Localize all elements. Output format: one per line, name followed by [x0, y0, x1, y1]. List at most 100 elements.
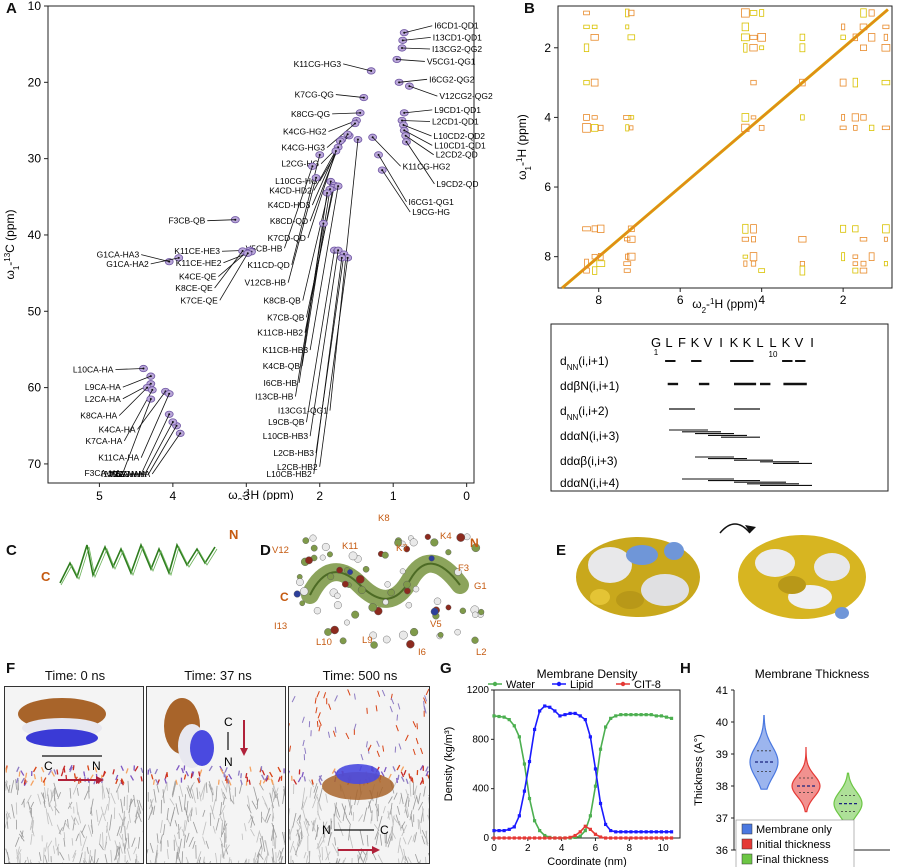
data-point-cit-8	[517, 836, 521, 840]
lipid-tail	[185, 856, 189, 863]
lipid-tail	[224, 824, 227, 839]
cross-peak	[841, 23, 846, 31]
axis-label: ω1-13C (ppm)	[3, 209, 21, 279]
atom-sphere	[357, 585, 366, 595]
peak-leader-line	[287, 177, 317, 283]
residue-index-10: 10	[769, 350, 778, 359]
surface-view-left	[576, 537, 700, 617]
data-point-cit-8	[604, 836, 608, 840]
lipid-tail	[276, 794, 280, 807]
x-axis-label: Coordinate (nm)	[547, 856, 626, 867]
lipid-headgroup	[53, 769, 57, 775]
lipid-tail	[222, 797, 226, 806]
cross-peak	[590, 34, 599, 41]
atom-sphere	[471, 636, 479, 644]
lipid-headgroup	[392, 766, 396, 772]
data-point-cit-8	[563, 836, 567, 840]
x-tick-label: 2	[840, 293, 847, 307]
peak-leader-line	[309, 250, 339, 437]
lipid-headgroup	[277, 776, 281, 782]
surface-view-right	[738, 535, 866, 619]
lipid-tail	[72, 849, 77, 859]
peak-label: K4CB-QB	[263, 361, 301, 371]
lipid-tail	[375, 832, 379, 846]
lipid-headgroup	[228, 773, 233, 780]
lipid-headgroup	[102, 770, 106, 777]
lipid-headgroup	[259, 780, 262, 786]
noe-row-label: dNN(i,i+1)	[560, 354, 609, 372]
data-point-lipid	[527, 759, 532, 764]
panel-label-f: F	[6, 660, 16, 677]
lipid-tail	[101, 783, 106, 799]
noe-row-label: ddαβ(i,i+3)	[560, 454, 618, 468]
lipid-tail	[183, 794, 186, 811]
residue-letter: V	[704, 335, 713, 350]
lipid-headgroup	[383, 766, 387, 773]
data-point-lipid	[598, 801, 603, 806]
solvent-ion	[425, 688, 429, 696]
data-point-lipid	[654, 830, 658, 834]
peak-label: I6CD1-QD1	[434, 21, 479, 31]
lipid-headgroup	[249, 766, 252, 772]
peak-label: K7CE-QE	[180, 295, 218, 305]
x-tick-label: 5	[96, 489, 103, 500]
lipid-tail	[30, 833, 33, 845]
y-tick-label: 2	[544, 41, 551, 55]
lipid-tail	[98, 843, 104, 851]
solvent-ion	[420, 747, 424, 755]
lipid-tail	[202, 783, 206, 800]
axis-label: ω2-1H (ppm)	[228, 488, 294, 501]
noe-row-label: ddβN(i,i+1)	[560, 379, 619, 393]
data-point-cit-8	[624, 836, 628, 840]
axis-label: ω2-1H (ppm)	[692, 297, 758, 315]
lipid-tail	[274, 861, 276, 863]
lipid-tail	[148, 806, 154, 821]
data-point-cit-8	[664, 836, 669, 840]
snapshot-title-0ns: Time: 0 ns	[44, 668, 106, 683]
lipid-tail	[260, 815, 266, 823]
lipid-tail	[302, 796, 308, 809]
data-point-water	[492, 714, 496, 718]
atom-sphere	[296, 578, 304, 586]
lipid-tail	[357, 854, 359, 863]
residue-letter: K	[782, 335, 791, 350]
atom-sphere	[348, 551, 358, 561]
lipid-tail	[43, 847, 45, 863]
lipid-tail	[220, 854, 222, 863]
y-tick-label: 400	[472, 784, 489, 795]
lipid-tail	[337, 822, 344, 837]
data-point-water	[609, 716, 613, 720]
lipid-headgroup	[400, 766, 405, 772]
cross-peak	[625, 8, 630, 18]
cross-peak	[749, 34, 758, 40]
peak-leader-line	[403, 124, 432, 137]
lipid-tail	[128, 798, 133, 814]
lipid-tail	[183, 834, 186, 849]
atom-sphere	[369, 631, 377, 640]
atom-sphere	[355, 574, 365, 584]
c-terminus-label-0ns: C	[44, 759, 53, 773]
solvent-ion	[314, 697, 317, 704]
atom-sphere	[362, 566, 370, 573]
backbone-trace	[59, 542, 216, 584]
lipid-tail	[138, 799, 142, 808]
lipid-tail	[419, 859, 422, 863]
lipid-headgroup	[297, 776, 302, 783]
data-point-water	[538, 829, 542, 833]
solvent-ion	[377, 690, 381, 697]
peak-label: K7CB-QB	[267, 312, 305, 322]
lipid-tail	[308, 779, 315, 788]
lipid-tail	[218, 813, 223, 821]
x-tick-label: 0	[491, 843, 497, 854]
residue-label: F3	[458, 563, 469, 574]
lipid-tail	[405, 789, 411, 802]
lipid-tail	[208, 784, 214, 796]
y-tick-label: 30	[28, 152, 42, 166]
atom-sphere	[336, 566, 343, 574]
peak-leader-line	[309, 186, 339, 351]
lipid-tail	[412, 796, 417, 810]
seqmap-frame	[550, 323, 889, 492]
lipid-tail	[176, 826, 182, 835]
lipid-headgroup	[228, 780, 232, 786]
lipid-tail	[110, 792, 116, 805]
